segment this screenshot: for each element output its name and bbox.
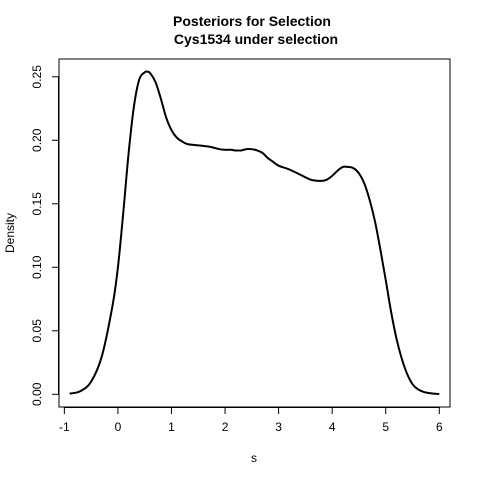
y-tick-label: 0.15 bbox=[30, 192, 44, 216]
y-tick-label: 0.10 bbox=[30, 255, 44, 279]
chart-title: Posteriors for Selection bbox=[173, 13, 331, 29]
chart-subtitle: Cys1534 under selection bbox=[174, 31, 338, 47]
x-axis: -1 0 1 2 3 4 5 6 bbox=[59, 407, 443, 434]
y-tick-label: 0.05 bbox=[30, 319, 44, 343]
x-tick-label: 0 bbox=[115, 420, 122, 434]
y-axis: 0.00 0.05 0.10 0.15 0.20 0.25 bbox=[30, 65, 59, 406]
x-tick-label: 5 bbox=[382, 420, 389, 434]
x-tick-label: 3 bbox=[275, 420, 282, 434]
x-tick-label: 6 bbox=[436, 420, 443, 434]
x-tick-label: 4 bbox=[329, 420, 336, 434]
plot-frame bbox=[58, 58, 451, 408]
y-tick-label: 0.20 bbox=[30, 128, 44, 152]
y-tick-label: 0.25 bbox=[30, 65, 44, 89]
x-axis-label: s bbox=[251, 451, 257, 465]
x-tick-label: 1 bbox=[168, 420, 175, 434]
density-curve bbox=[69, 70, 440, 396]
y-axis-label: Density bbox=[3, 213, 17, 253]
x-tick-label: 2 bbox=[222, 420, 229, 434]
x-tick-label: -1 bbox=[59, 420, 70, 434]
y-tick-label: 0.00 bbox=[30, 382, 44, 406]
series-layer bbox=[69, 70, 440, 396]
